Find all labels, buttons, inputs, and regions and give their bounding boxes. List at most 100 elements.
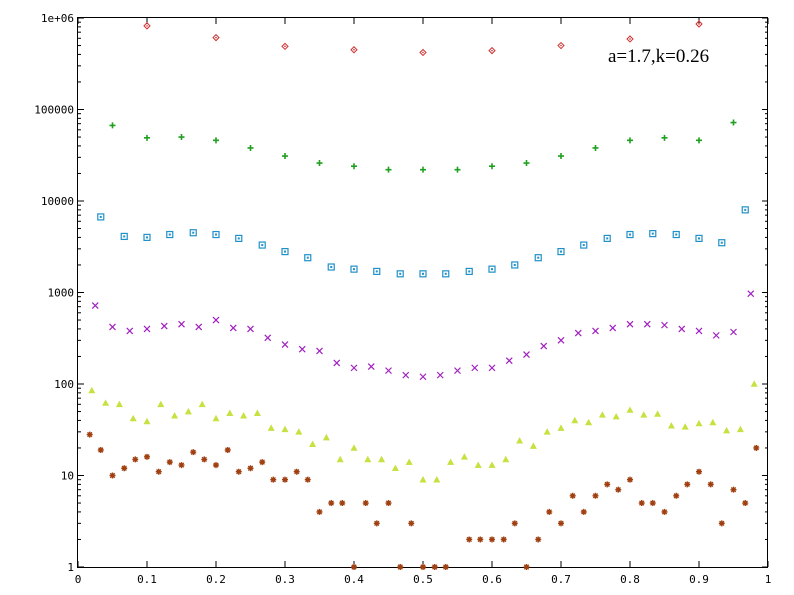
data-point [557,247,565,256]
data-point [298,345,306,353]
data-point [695,20,703,28]
data-point [282,153,288,160]
data-point [612,412,620,420]
y-tick-label: 10000 [41,195,74,208]
data-point [190,449,197,456]
data-point [477,536,484,543]
data-point [213,137,219,144]
data-point [212,316,220,324]
data-point [643,320,651,328]
data-point [109,472,116,479]
data-point [195,323,203,331]
data-point [419,270,427,278]
data-point [471,364,479,372]
data-point [603,234,611,243]
data-point [201,456,208,463]
data-point [615,486,622,493]
data-point [408,520,415,527]
chart-annotation: a=1.7,k=0.26 [608,46,709,67]
data-point [304,476,311,483]
data-point [707,481,714,488]
data-point [488,265,496,273]
data-point [488,461,496,468]
data-point [609,324,617,332]
x-tick-label: 0.6 [482,573,502,586]
data-point [466,536,473,543]
data-point [198,400,206,408]
data-point [391,464,399,472]
data-point [730,486,737,493]
data-point [235,468,242,475]
x-tick-label: 0 [75,573,82,586]
data-point [385,367,392,375]
data-point [350,364,358,372]
data-point [155,468,162,475]
data-point [742,500,749,507]
data-point [258,241,266,249]
data-point [569,492,576,499]
data-points [86,20,760,570]
data-point [247,325,254,333]
data-point [431,564,438,570]
data-point [281,42,289,51]
data-point [120,232,128,241]
data-point [695,234,703,243]
data-point [293,468,300,475]
data-point [264,334,272,342]
data-point [474,461,482,468]
data-point [405,458,413,465]
data-point [350,46,358,54]
data-point [328,500,335,507]
data-point [454,367,461,375]
data-point [281,425,289,433]
data-point [213,462,219,469]
data-point [166,230,174,239]
data-point [282,476,288,483]
data-point [592,327,599,335]
data-point [143,22,151,30]
data-point [419,48,427,57]
data-point [109,122,116,129]
x-tick-label: 0.2 [206,573,226,586]
data-point [654,410,662,417]
data-point [160,322,168,330]
data-point [364,455,372,463]
data-point [546,508,553,515]
data-point [447,458,455,465]
data-point [667,422,675,429]
data-point [535,536,542,543]
data-point [627,476,633,483]
x-tick-label: 0.1 [137,573,157,586]
x-tick-label: 0.3 [275,573,295,586]
data-point [419,373,427,381]
data-point [240,412,248,419]
data-point [523,351,530,358]
data-point [129,414,137,422]
data-point [442,270,450,278]
plot-frame [77,17,768,568]
data-point [505,357,513,365]
data-point [88,386,96,394]
data-point [436,371,444,379]
data-point [747,290,755,298]
data-point [247,465,254,472]
data-point [511,261,519,269]
data-point [327,263,335,271]
data-point [661,134,668,141]
data-point [189,229,197,237]
data-point [362,500,369,507]
data-point [229,324,237,332]
y-tick-label: 1e+06 [41,12,74,25]
data-point [309,440,317,447]
data-point [367,363,375,371]
data-point [144,134,150,141]
data-point [489,163,495,170]
data-point [373,267,381,276]
data-point [212,33,220,42]
data-point [91,302,99,309]
data-point [592,492,599,499]
data-point [649,230,657,238]
data-point [144,453,150,460]
y-tick-label: 100000 [34,104,74,117]
y-tick-label: 100 [54,378,74,391]
